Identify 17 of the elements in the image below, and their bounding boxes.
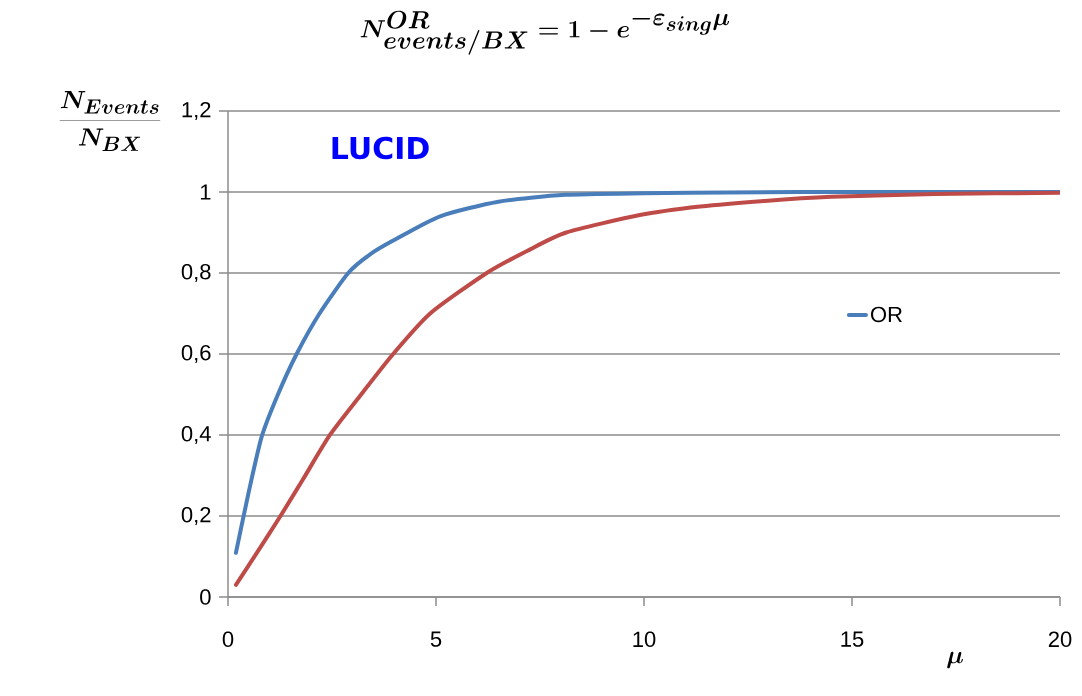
x-tick-label: 10	[633, 631, 656, 648]
annotation: LUCID	[332, 136, 429, 160]
y-tick-label: 0,6	[181, 344, 211, 364]
y-axis-title: $\frac{N_{Events}}{N_{BX}}$	[59, 91, 161, 151]
y-tick-label: 0	[200, 589, 211, 605]
y-tick-label: 0,2	[181, 506, 211, 526]
chart-title: $N^{OR}_{events/BX} = 1 - e^{-\varepsilon_{sing}\mu}$	[360, 10, 730, 55]
legend-label: OR	[870, 306, 902, 323]
y-tick-label: 1	[200, 184, 211, 200]
y-tick-label: 1,2	[182, 101, 211, 121]
y-tick-label: 0,8	[181, 263, 211, 283]
x-tick-label: 20	[1048, 631, 1072, 648]
y-tick-label: 0,4	[181, 425, 211, 445]
x-tick-label: 0	[222, 631, 234, 648]
x-axis-title: $\mu$	[947, 651, 963, 669]
x-tick-label: 15	[841, 631, 864, 647]
x-tick-label: 5	[430, 631, 442, 647]
